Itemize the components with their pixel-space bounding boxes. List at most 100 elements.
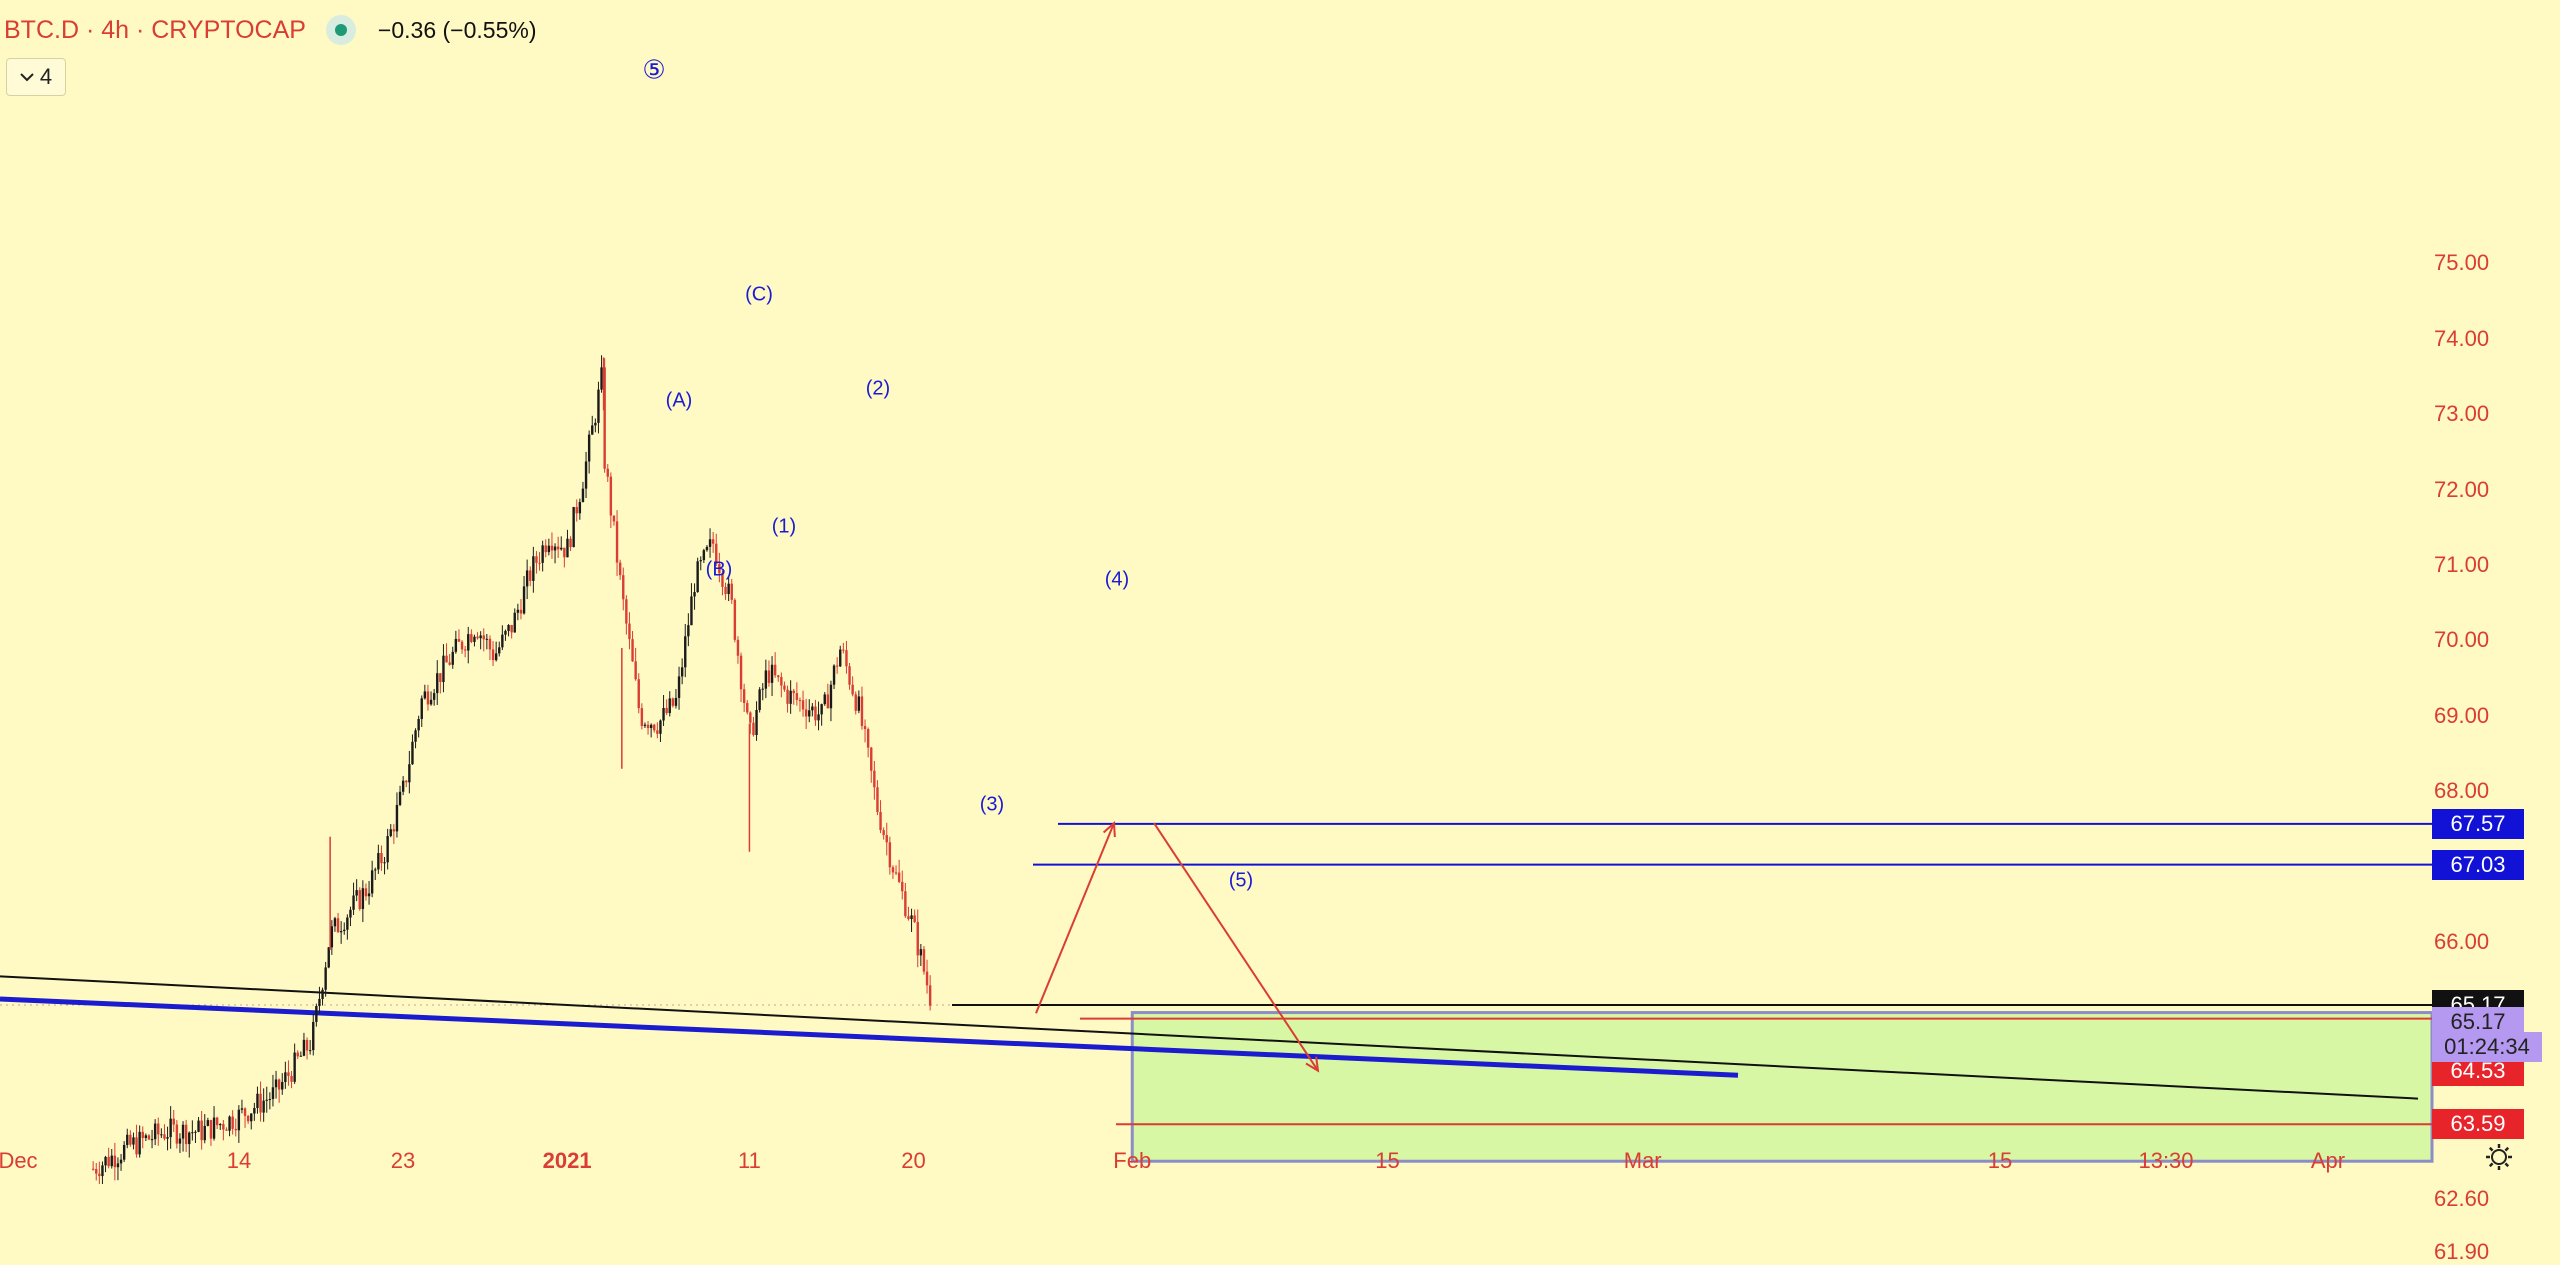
candle-body [767, 670, 771, 683]
candle-body [203, 1125, 206, 1141]
indicators-toggle-button[interactable]: 4 [6, 58, 66, 96]
candle-body [153, 1123, 157, 1140]
candle-body [206, 1120, 210, 1126]
candle-body [352, 895, 355, 910]
candle-body [377, 853, 380, 870]
candle-body [625, 599, 628, 624]
candle-body [277, 1079, 281, 1090]
candle-body [95, 1169, 98, 1174]
candle-body [795, 693, 799, 700]
candle-body [482, 635, 485, 640]
wave-label: (5) [1228, 869, 1254, 892]
candle-body [150, 1139, 154, 1141]
candle-body [814, 706, 817, 721]
candle-body [783, 685, 786, 690]
candle-body [141, 1131, 144, 1138]
candle-body [287, 1072, 290, 1076]
candle-body [209, 1120, 213, 1139]
candle-body [197, 1120, 200, 1132]
blue-trendline [0, 996, 1739, 1078]
candle-body [646, 724, 650, 729]
candle-body [804, 709, 808, 717]
candle-body [888, 842, 892, 868]
candle-body [705, 546, 709, 551]
candle-body [470, 634, 473, 642]
candle-body [333, 918, 337, 927]
candle-body [240, 1108, 244, 1110]
candle-body [764, 670, 768, 689]
candle-body [160, 1134, 163, 1136]
candle-body [587, 434, 591, 462]
candle-body [839, 649, 842, 667]
candle-body [367, 893, 371, 897]
candle-body [780, 677, 783, 686]
price-tick-label: 69.00 [2434, 702, 2490, 728]
candle-body [770, 664, 774, 683]
candle-body [135, 1137, 138, 1155]
time-tick-label: 13:30 [2138, 1148, 2194, 1173]
candle-body [476, 636, 479, 639]
candle-body [811, 706, 814, 711]
candle-body [315, 1006, 318, 1022]
candle-body [290, 1075, 293, 1082]
candle-body [693, 592, 696, 597]
candle-body [913, 915, 916, 923]
candle-body [423, 691, 427, 699]
candle-body [191, 1132, 194, 1134]
candle-body [792, 690, 795, 694]
candle-body [166, 1137, 169, 1139]
candle-body [860, 696, 864, 726]
candle-body [659, 720, 662, 734]
candle-body [848, 666, 851, 685]
candle-body [752, 722, 755, 736]
wave-label: (1) [771, 515, 797, 538]
candle-body [330, 926, 334, 948]
candle-body [544, 545, 547, 553]
candle-body [395, 804, 399, 832]
candle-body [684, 636, 687, 668]
candle-body [736, 639, 740, 656]
candle-body [312, 1021, 315, 1051]
candle-body [129, 1134, 132, 1145]
candle-body [758, 689, 761, 710]
candle-body [823, 694, 826, 705]
candle-body [637, 679, 640, 709]
wave-label: (A) [665, 389, 693, 412]
candle-body [901, 881, 904, 892]
price-tick-label: 62.60 [2434, 1185, 2490, 1211]
candle-body [665, 707, 668, 714]
candle-body [91, 1168, 95, 1170]
time-tick-label: 20 [901, 1148, 926, 1173]
candle-body [380, 853, 383, 864]
candle-body [188, 1132, 191, 1145]
candle-body [687, 625, 690, 637]
chart-plot-area[interactable] [0, 0, 2560, 1184]
price-tick-label: 61.90 [2434, 1238, 2490, 1264]
candle-body [609, 476, 613, 516]
candle-body [327, 947, 330, 968]
symbol-title[interactable]: BTC.D · 4h · CRYPTOCAP [4, 15, 306, 44]
candle-body [817, 714, 820, 721]
candle-body [749, 712, 752, 723]
candle-body [649, 724, 653, 729]
candle-body [222, 1124, 225, 1130]
candle-body [181, 1124, 185, 1139]
market-status-icon [325, 15, 356, 45]
candle-body [339, 930, 343, 933]
candle-body [696, 561, 699, 593]
candle-body [724, 586, 727, 595]
candle-body [699, 560, 702, 562]
settings-gear-icon[interactable] [2484, 1142, 2514, 1172]
price-tick-label: 73.00 [2434, 401, 2490, 427]
candle-body [370, 870, 374, 894]
candle-body [622, 575, 625, 600]
candle-body [274, 1079, 278, 1088]
candle-body [928, 985, 932, 1006]
candle-body [498, 647, 501, 654]
candle-body [442, 655, 445, 683]
time-tick-label: 15 [1375, 1148, 1400, 1173]
candle-body [798, 699, 802, 701]
candle-body [591, 425, 594, 435]
candle-body [922, 949, 926, 972]
